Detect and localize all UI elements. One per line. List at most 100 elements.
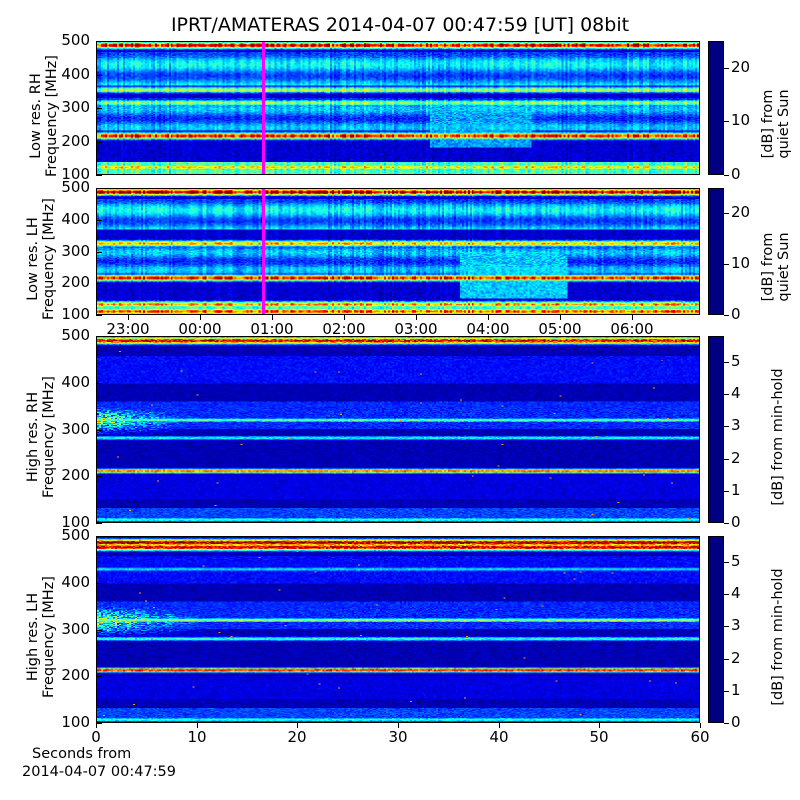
colorbar-tick-mark <box>724 426 729 427</box>
x-axis-caption-line2: 2014-04-07 00:47:59 <box>22 764 176 780</box>
x-tick-mark <box>560 315 561 320</box>
y-axis-label-high-res-lh: High res. LH Frequency [MHz] <box>25 576 57 698</box>
y-axis-label-low-res-lh: Low res. LH Frequency [MHz] <box>25 198 57 320</box>
y-tick-mark <box>96 583 102 584</box>
x-tick-label: 23:00 <box>106 320 150 338</box>
colorbar-high-res-lh <box>708 536 724 723</box>
colorbar-tick-mark <box>724 121 729 122</box>
x-tick-label: 05:00 <box>538 320 582 338</box>
y-tick-mark <box>96 476 102 477</box>
colorbar-tick-label: 4 <box>731 584 741 602</box>
y-tick-mark <box>96 536 102 537</box>
spectrogram-image-high-res-rh <box>97 337 699 522</box>
y-tick-mark <box>96 315 102 316</box>
colorbar-tick-mark <box>724 562 729 563</box>
colorbar-tick-mark <box>724 68 729 69</box>
x-tick-mark <box>128 315 129 320</box>
y-tick-label: 200 <box>61 132 90 150</box>
x-tick-label: 02:00 <box>322 320 366 338</box>
colorbar-high-res-rh <box>708 336 724 523</box>
y-tick-label: 300 <box>61 98 90 116</box>
x-tick-mark <box>96 723 97 728</box>
panel-high-res-lh[interactable] <box>96 536 700 723</box>
colorbar-low-res-lh <box>708 188 724 315</box>
colorbar-title-high-res-rh: [dB] from min-hold <box>770 368 786 506</box>
y-tick-mark <box>96 383 102 384</box>
y-tick-label: 400 <box>61 65 90 83</box>
panel-low-res-lh[interactable] <box>96 188 700 315</box>
x-tick-mark <box>416 315 417 320</box>
colorbar-tick-mark <box>724 594 729 595</box>
panel-low-res-rh[interactable] <box>96 41 700 175</box>
y-tick-label: 400 <box>61 210 90 228</box>
x-tick-mark <box>488 315 489 320</box>
y-tick-label: 100 <box>61 305 90 323</box>
colorbar-tick-mark <box>724 264 729 265</box>
colorbar-tick-label: 20 <box>731 58 751 76</box>
colorbar-title-high-res-lh: [dB] from min-hold <box>770 568 786 706</box>
y-tick-mark <box>96 252 102 253</box>
time-marker-line-panel2 <box>262 189 265 314</box>
colorbar-tick-mark <box>724 394 729 395</box>
colorbar-tick-label: 10 <box>731 111 751 129</box>
colorbar-low-res-rh <box>708 41 724 175</box>
x-tick-mark <box>200 315 201 320</box>
colorbar-tick-label: 2 <box>731 649 741 667</box>
colorbar-tick-label: 4 <box>731 384 741 402</box>
y-tick-label: 100 <box>61 713 90 731</box>
y-tick-label: 200 <box>61 466 90 484</box>
y-tick-mark <box>96 108 102 109</box>
time-marker-line-panel1 <box>262 42 265 174</box>
colorbar-tick-mark <box>724 491 729 492</box>
colorbar-tick-mark <box>724 459 729 460</box>
x-tick-label: 01:00 <box>250 320 294 338</box>
x-tick-label: 06:00 <box>610 320 654 338</box>
colorbar-tick-label: 3 <box>731 616 741 634</box>
y-tick-mark <box>96 430 102 431</box>
x-tick-label: 60 <box>690 728 710 746</box>
y-tick-label: 500 <box>61 526 90 544</box>
spectrogram-image-low-res-lh <box>97 189 699 314</box>
y-tick-mark <box>96 188 102 189</box>
y-tick-mark <box>96 41 102 42</box>
colorbar-tick-label: 5 <box>731 352 741 370</box>
colorbar-tick-label: 3 <box>731 416 741 434</box>
y-tick-mark <box>96 75 102 76</box>
figure-title: IPRT/AMATERAS 2014-04-07 00:47:59 [UT] 0… <box>170 14 630 36</box>
colorbar-title-low-res-rh: [dB] from quiet Sun <box>760 89 792 159</box>
colorbar-tick-mark <box>724 723 729 724</box>
colorbar-tick-label: 0 <box>731 305 741 323</box>
y-tick-mark <box>96 676 102 677</box>
y-tick-label: 400 <box>61 373 90 391</box>
colorbar-tick-mark <box>724 362 729 363</box>
x-tick-label: 00:00 <box>178 320 222 338</box>
x-tick-mark <box>197 723 198 728</box>
colorbar-tick-mark <box>724 626 729 627</box>
y-tick-label: 500 <box>61 326 90 344</box>
y-tick-label: 300 <box>61 242 90 260</box>
colorbar-tick-mark <box>724 659 729 660</box>
colorbar-tick-label: 20 <box>731 203 751 221</box>
x-tick-mark <box>700 723 701 728</box>
colorbar-tick-label: 0 <box>731 513 741 531</box>
x-tick-mark <box>297 723 298 728</box>
x-tick-mark <box>344 315 345 320</box>
x-tick-label: 0 <box>91 728 101 746</box>
colorbar-tick-label: 0 <box>731 713 741 731</box>
spectrogram-image-low-res-rh <box>97 42 699 174</box>
x-tick-label: 04:00 <box>466 320 510 338</box>
panel-high-res-rh[interactable] <box>96 336 700 523</box>
y-tick-label: 100 <box>61 513 90 531</box>
x-tick-mark <box>272 315 273 320</box>
y-tick-mark <box>96 336 102 337</box>
y-tick-mark <box>96 723 102 724</box>
x-axis-caption-line1: Seconds from <box>32 746 132 762</box>
y-tick-label: 100 <box>61 165 90 183</box>
colorbar-tick-mark <box>724 315 729 316</box>
y-tick-mark <box>96 630 102 631</box>
x-tick-label: 40 <box>489 728 509 746</box>
y-tick-mark <box>96 283 102 284</box>
colorbar-tick-label: 1 <box>731 681 741 699</box>
x-tick-mark <box>632 315 633 320</box>
